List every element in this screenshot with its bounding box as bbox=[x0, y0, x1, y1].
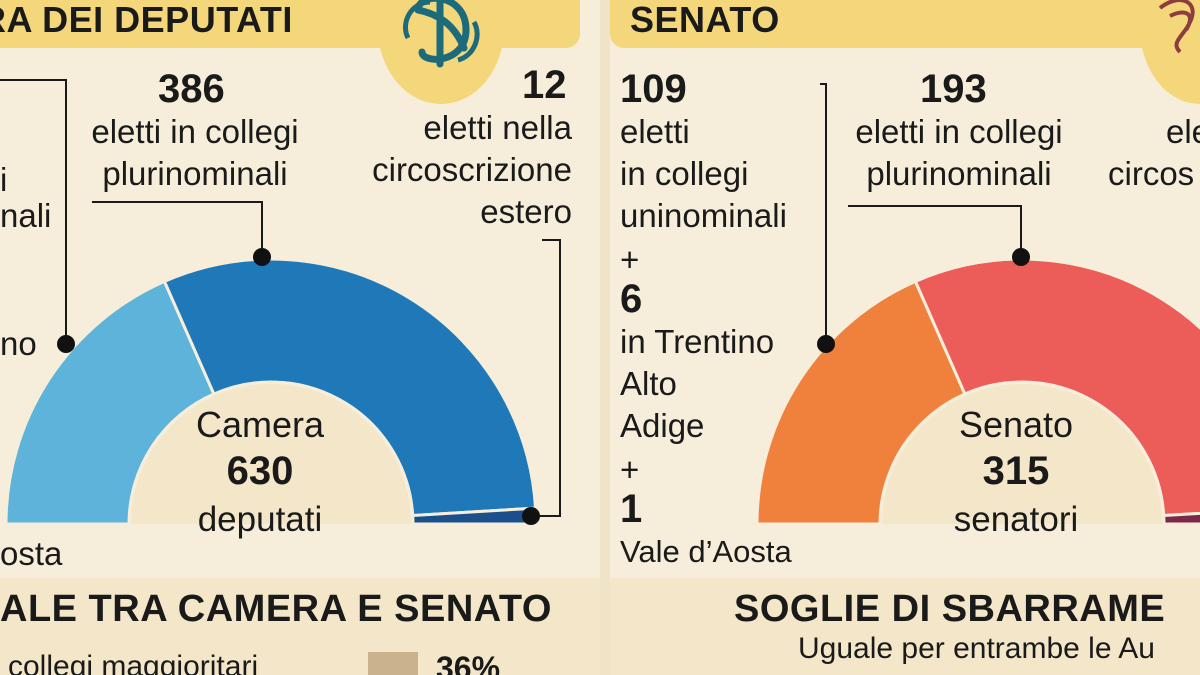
bottom-right-title: SOGLIE DI SBARRAME bbox=[734, 588, 1166, 630]
camera-leader-estero bbox=[531, 239, 561, 517]
camera-marker-estero bbox=[522, 507, 540, 525]
senato-emblem bbox=[1140, 0, 1200, 104]
bottom-left-swatch bbox=[368, 652, 418, 675]
camera-markers bbox=[57, 248, 540, 525]
senato-slice-plurinominali bbox=[913, 257, 1200, 518]
senato-slice-uninominali bbox=[755, 279, 967, 526]
camera-estero-line2: circoscrizione bbox=[372, 151, 572, 188]
camera-pluri-number: 386 bbox=[158, 67, 225, 111]
senato-trentino-line3: Adige bbox=[620, 407, 705, 444]
camera-slice-plurinominali bbox=[162, 257, 538, 518]
camera-left-fragment-4: osta bbox=[0, 535, 63, 572]
senato-total-label-1: Senato bbox=[958, 404, 1074, 445]
camera-header-title: RA DEI DEPUTATI bbox=[0, 0, 293, 40]
camera-arcs bbox=[4, 257, 538, 526]
senato-marker-pluri bbox=[1012, 248, 1030, 266]
camera-estero-line3: estero bbox=[480, 193, 572, 230]
camera-total: 630 bbox=[226, 449, 294, 493]
camera-marker-pluri bbox=[253, 248, 271, 266]
camera-leaders bbox=[0, 79, 561, 517]
senato-uni-number: 109 bbox=[620, 67, 687, 111]
senato-total: 315 bbox=[982, 449, 1050, 493]
bottom-left-title: ALE TRA CAMERA E SENATO bbox=[0, 588, 552, 630]
senato-leader-uni bbox=[820, 83, 827, 344]
senato-aosta-line1: Vale d’Aosta bbox=[620, 534, 792, 569]
senato-total-label-2: senatori bbox=[953, 500, 1079, 539]
senato-header-title: SENATO bbox=[630, 0, 780, 40]
bottom-right-subtitle: Uguale per entrambe le Au bbox=[798, 632, 1155, 665]
senato-leader-pluri bbox=[848, 205, 1022, 257]
senato-pluri-line1: eletti in collegi bbox=[855, 113, 1063, 150]
senato-pluri-number: 193 bbox=[920, 67, 987, 111]
camera-pluri-line1: eletti in collegi bbox=[91, 113, 299, 150]
camera-pluri-line2: plurinominali bbox=[102, 155, 288, 192]
panel-divider bbox=[600, 0, 610, 675]
senato-trentino-line2: Alto bbox=[620, 365, 677, 402]
bottom-left-panel: ALE TRA CAMERA E SENATO collegi maggiori… bbox=[0, 578, 600, 675]
senato-leaders bbox=[820, 83, 1022, 344]
camera-slice-uninominali bbox=[4, 279, 216, 526]
camera-center-fill bbox=[131, 384, 411, 524]
senato-panel: SENATO 109 eletti in collegi uninominali… bbox=[610, 0, 1200, 578]
senato-pluri-line2: plurinominali bbox=[866, 155, 1052, 192]
bottom-left-row-label: collegi maggioritari bbox=[8, 650, 259, 675]
camera-left-fragment-3: no bbox=[0, 325, 37, 362]
camera-marker-uni bbox=[57, 335, 75, 353]
camera-leader-uni bbox=[0, 79, 67, 344]
camera-logo-icon bbox=[403, 0, 480, 68]
bottom-left-row-value: 36% bbox=[436, 650, 501, 675]
senato-plus-2: + bbox=[620, 451, 640, 488]
camera-emblem bbox=[378, 0, 504, 104]
senato-center-fill bbox=[882, 384, 1162, 524]
camera-leader-pluri bbox=[92, 201, 263, 257]
senato-slice-circoscrizione-estero bbox=[1162, 511, 1200, 526]
senato-uni-line1: eletti bbox=[620, 113, 690, 150]
senato-logo-icon bbox=[1158, 0, 1195, 54]
camera-estero-number: 12 bbox=[522, 63, 567, 107]
camera-left-fragment-2: nali bbox=[0, 197, 52, 234]
senato-trentino-line1: in Trentino bbox=[620, 323, 775, 360]
camera-panel: RA DEI DEPUTATI 386 eletti in collegi pl… bbox=[0, 0, 600, 578]
senato-markers bbox=[817, 248, 1030, 353]
camera-estero-line1: eletti nella bbox=[423, 109, 572, 146]
senato-uni-line3: uninominali bbox=[620, 197, 787, 234]
senato-arcs bbox=[755, 257, 1200, 526]
camera-chart bbox=[0, 79, 561, 526]
bottom-right-panel: SOGLIE DI SBARRAME Uguale per entrambe l… bbox=[610, 578, 1200, 675]
senato-marker-uni bbox=[817, 335, 835, 353]
senato-right-fragment-1: ele bbox=[1166, 113, 1200, 150]
senato-aosta-number: 1 bbox=[620, 487, 643, 531]
senato-header: SENATO bbox=[610, 0, 1200, 48]
camera-total-label-1: Camera bbox=[195, 404, 325, 445]
senato-uni-line2: in collegi bbox=[620, 155, 749, 192]
senato-chart bbox=[755, 83, 1200, 526]
senato-plus-1: + bbox=[620, 241, 640, 278]
senato-trentino-number: 6 bbox=[620, 277, 643, 321]
senato-right-fragment-2: circos bbox=[1108, 155, 1195, 192]
camera-total-label-2: deputati bbox=[197, 500, 323, 539]
camera-left-fragment-1: i bbox=[0, 161, 8, 198]
